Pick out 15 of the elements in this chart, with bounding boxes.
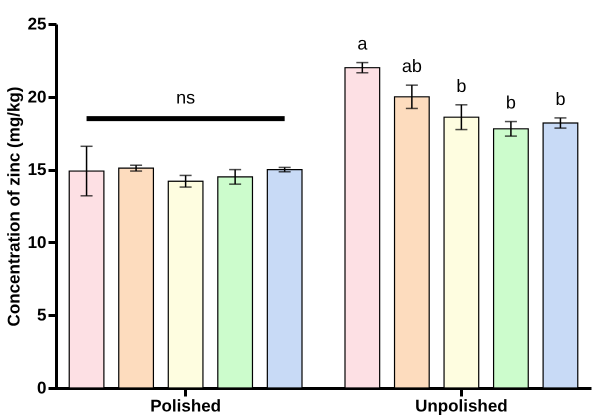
- annotation: ab: [402, 56, 422, 76]
- y-axis-title: Concentration of zinc (mg/kg): [4, 86, 24, 326]
- y-tick-label: 20: [28, 87, 46, 106]
- y-tick-label: 25: [28, 14, 46, 34]
- y-tick-label: 5: [37, 306, 46, 325]
- annotation: ns: [176, 88, 196, 108]
- x-tick-label: Polished: [150, 396, 222, 416]
- annotation: b: [555, 88, 566, 109]
- annotation: b: [506, 92, 516, 113]
- y-tick-label: 0: [37, 378, 46, 398]
- annotation: b: [456, 76, 466, 96]
- y-tick-label: 10: [28, 232, 46, 252]
- x-tick-label: Unpolished: [415, 396, 508, 416]
- y-tick-label: 15: [28, 160, 46, 180]
- annotation: a: [357, 34, 368, 54]
